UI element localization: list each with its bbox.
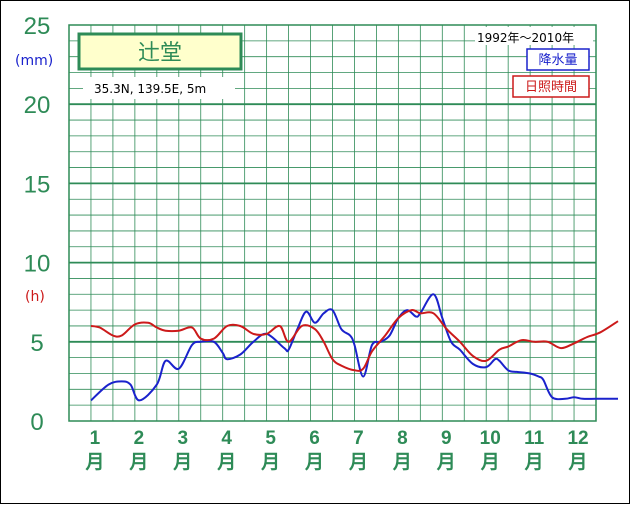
x-tick-month-char: 月 [524,451,544,473]
x-tick-label: 8 [397,428,408,449]
y-tick-label: 25 [24,13,51,40]
x-tick-label: 4 [221,428,232,449]
x-tick-label: 5 [265,428,276,449]
x-tick-label: 6 [309,428,320,449]
x-tick-label: 2 [134,428,145,449]
legend-sun: 日照時間 [513,76,589,97]
x-tick-label: 7 [353,428,364,449]
location-text: 35.3N, 139.5E, 5m [94,82,206,96]
x-tick-month-char: 月 [392,451,412,473]
y-tick-label: 10 [24,251,51,278]
left-axis-unit: (mm) [15,53,53,69]
station-box: 辻堂 [79,34,241,69]
y-tick-label: 5 [30,330,43,357]
x-tick-label: 10 [480,428,501,449]
y-tick-label: 0 [30,409,43,436]
x-tick-month-char: 月 [128,451,148,473]
station-name: 辻堂 [138,41,182,66]
x-tick-month-char: 月 [348,451,368,473]
x-tick-month-char: 月 [84,451,104,473]
x-tick-label: 9 [441,428,452,449]
x-tick-month-char: 月 [568,451,588,473]
right-axis-unit: (h) [25,289,45,305]
legend-sun-label: 日照時間 [525,80,577,95]
x-tick-label: 1 [90,428,101,449]
y-tick-label: 15 [24,171,51,198]
period-text: 1992年〜2010年 [477,31,574,45]
legend-rain-label: 降水量 [538,53,577,68]
x-tick-month-char: 月 [304,451,324,473]
y-axis-ticks: 0 5 10 15 20 25 [24,13,51,436]
x-tick-month-char: 月 [172,451,192,473]
x-tick-month-char: 月 [216,451,236,473]
x-tick-month-char: 月 [480,451,500,473]
x-tick-label: 3 [178,428,189,449]
x-tick-month-char: 月 [436,451,456,473]
y-tick-label: 20 [24,92,51,119]
x-tick-label: 12 [567,428,588,449]
legend-rain: 降水量 [527,49,589,70]
x-tick-month-char: 月 [260,451,280,473]
x-tick-label: 11 [524,428,545,449]
